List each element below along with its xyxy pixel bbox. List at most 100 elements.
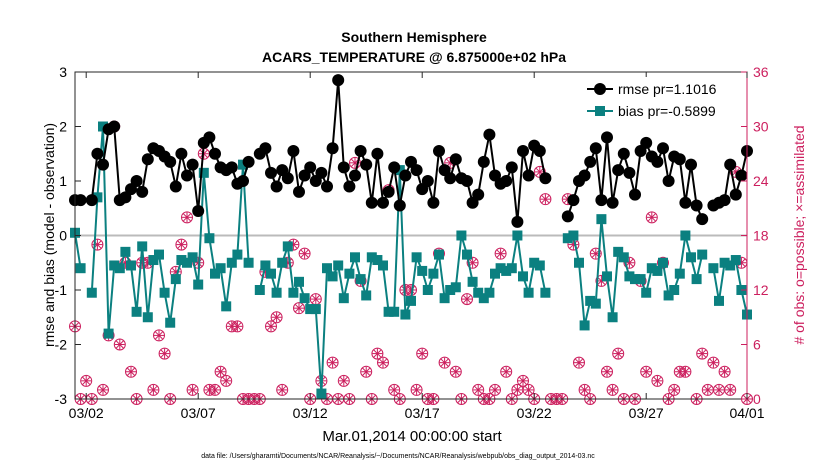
x-axis-ticks: 03/02 03/07 03/12 03/17 03/22 03/27 04/01	[69, 72, 765, 421]
obs-possible-marker	[416, 347, 429, 360]
obs-possible-marker	[186, 383, 199, 396]
obs-possible-marker	[668, 383, 681, 396]
bias-point	[142, 312, 153, 323]
obs-point	[718, 365, 731, 378]
x-tick-label: 03/27	[629, 405, 664, 421]
rmse-point	[130, 175, 143, 187]
obs-point	[573, 356, 585, 369]
bias-point	[646, 263, 657, 274]
y-right-tick-label: 36	[753, 64, 769, 80]
obs-possible-marker	[276, 383, 289, 396]
rmse-point	[203, 131, 216, 144]
y-axis-label-right: # of obs: o=possible; ×=assimilated	[791, 125, 807, 344]
rmse-point	[377, 196, 389, 209]
obs-possible-marker	[679, 365, 692, 378]
bias-point	[120, 246, 131, 257]
rmse-point	[595, 194, 608, 207]
bias-point	[630, 274, 640, 285]
obs-point	[265, 320, 277, 333]
obs-point	[293, 302, 305, 315]
rmse-point	[315, 166, 328, 179]
rmse-point	[567, 194, 580, 207]
y-tick-label: 0	[59, 228, 67, 244]
rmse-point	[209, 147, 221, 160]
obs-possible-marker	[147, 383, 160, 396]
bias-point	[523, 287, 534, 298]
bias-point	[187, 252, 198, 263]
legend: rmse pr=1.1016 bias pr=-0.5899	[580, 77, 743, 123]
chart-subtitle: ACARS_TEMPERATURE @ 6.875000e+02 hPa	[262, 49, 566, 65]
legend-bias-marker	[595, 106, 605, 116]
bias-point	[501, 265, 512, 276]
rmse-point	[685, 158, 697, 171]
bias-point	[215, 263, 226, 274]
bias-point	[75, 263, 86, 274]
bias-point	[299, 293, 310, 304]
bias-point	[674, 268, 685, 279]
x-tick-label: 04/01	[729, 405, 764, 421]
y-right-tick-label: 6	[753, 337, 761, 353]
rmse-point	[539, 172, 552, 185]
rmse-point	[265, 166, 277, 179]
rmse-point	[136, 185, 149, 198]
rmse-point	[349, 169, 361, 182]
obs-possible-marker	[113, 338, 126, 351]
bias-point	[182, 257, 192, 268]
bias-point	[131, 306, 142, 317]
rmse-point	[91, 147, 104, 160]
bias-point	[669, 285, 680, 295]
rmse-point	[326, 142, 339, 155]
obs-possible-marker	[360, 365, 373, 378]
obs-possible-marker	[724, 383, 737, 396]
obs-possible-marker	[494, 247, 507, 260]
obs-possible-marker	[371, 347, 384, 360]
bias-point	[406, 295, 416, 306]
rmse-point	[657, 142, 669, 155]
bias-point	[243, 257, 254, 268]
x-tick-label: 03/22	[517, 405, 552, 421]
obs-possible-marker	[410, 383, 423, 396]
obs-possible-marker	[522, 383, 535, 396]
bias-point	[478, 293, 489, 304]
rmse-point	[533, 145, 546, 158]
bias-point	[383, 306, 394, 317]
legend-rmse-marker	[594, 83, 606, 95]
obs-possible-marker	[270, 311, 283, 324]
obs-point	[371, 347, 384, 360]
obs-possible-marker	[589, 247, 602, 260]
obs-possible-marker	[640, 365, 653, 378]
obs-possible-marker	[214, 365, 227, 378]
rmse-point	[601, 131, 613, 144]
obs-possible-marker	[606, 383, 619, 396]
obs-point	[713, 383, 725, 396]
bias-point	[176, 255, 187, 266]
rmse-point	[225, 161, 238, 174]
rmse-point	[293, 185, 305, 198]
obs-point	[175, 238, 188, 251]
obs-possible-marker	[707, 356, 720, 369]
bias-point	[428, 268, 439, 279]
bias-point	[238, 159, 248, 170]
rmse-point	[281, 172, 294, 185]
rmse-point	[477, 155, 490, 168]
bias-point	[607, 312, 618, 323]
obs-point	[701, 383, 714, 396]
bias-point	[585, 295, 596, 306]
rmse-point	[651, 155, 664, 168]
bias-line	[74, 232, 82, 269]
obs-point	[472, 383, 485, 396]
bias-point	[450, 282, 461, 293]
obs-possible-marker	[97, 383, 109, 396]
bias-point	[148, 255, 159, 266]
rmse-point	[578, 169, 591, 182]
rmse-series-group	[69, 74, 753, 228]
rmse-point	[354, 145, 367, 158]
obs-point	[489, 383, 501, 396]
rmse-point	[472, 188, 485, 201]
obs-possible-marker	[500, 365, 513, 378]
rmse-point	[421, 175, 434, 187]
bias-point	[730, 255, 741, 266]
obs-point	[410, 383, 423, 396]
rmse-point	[382, 185, 395, 198]
